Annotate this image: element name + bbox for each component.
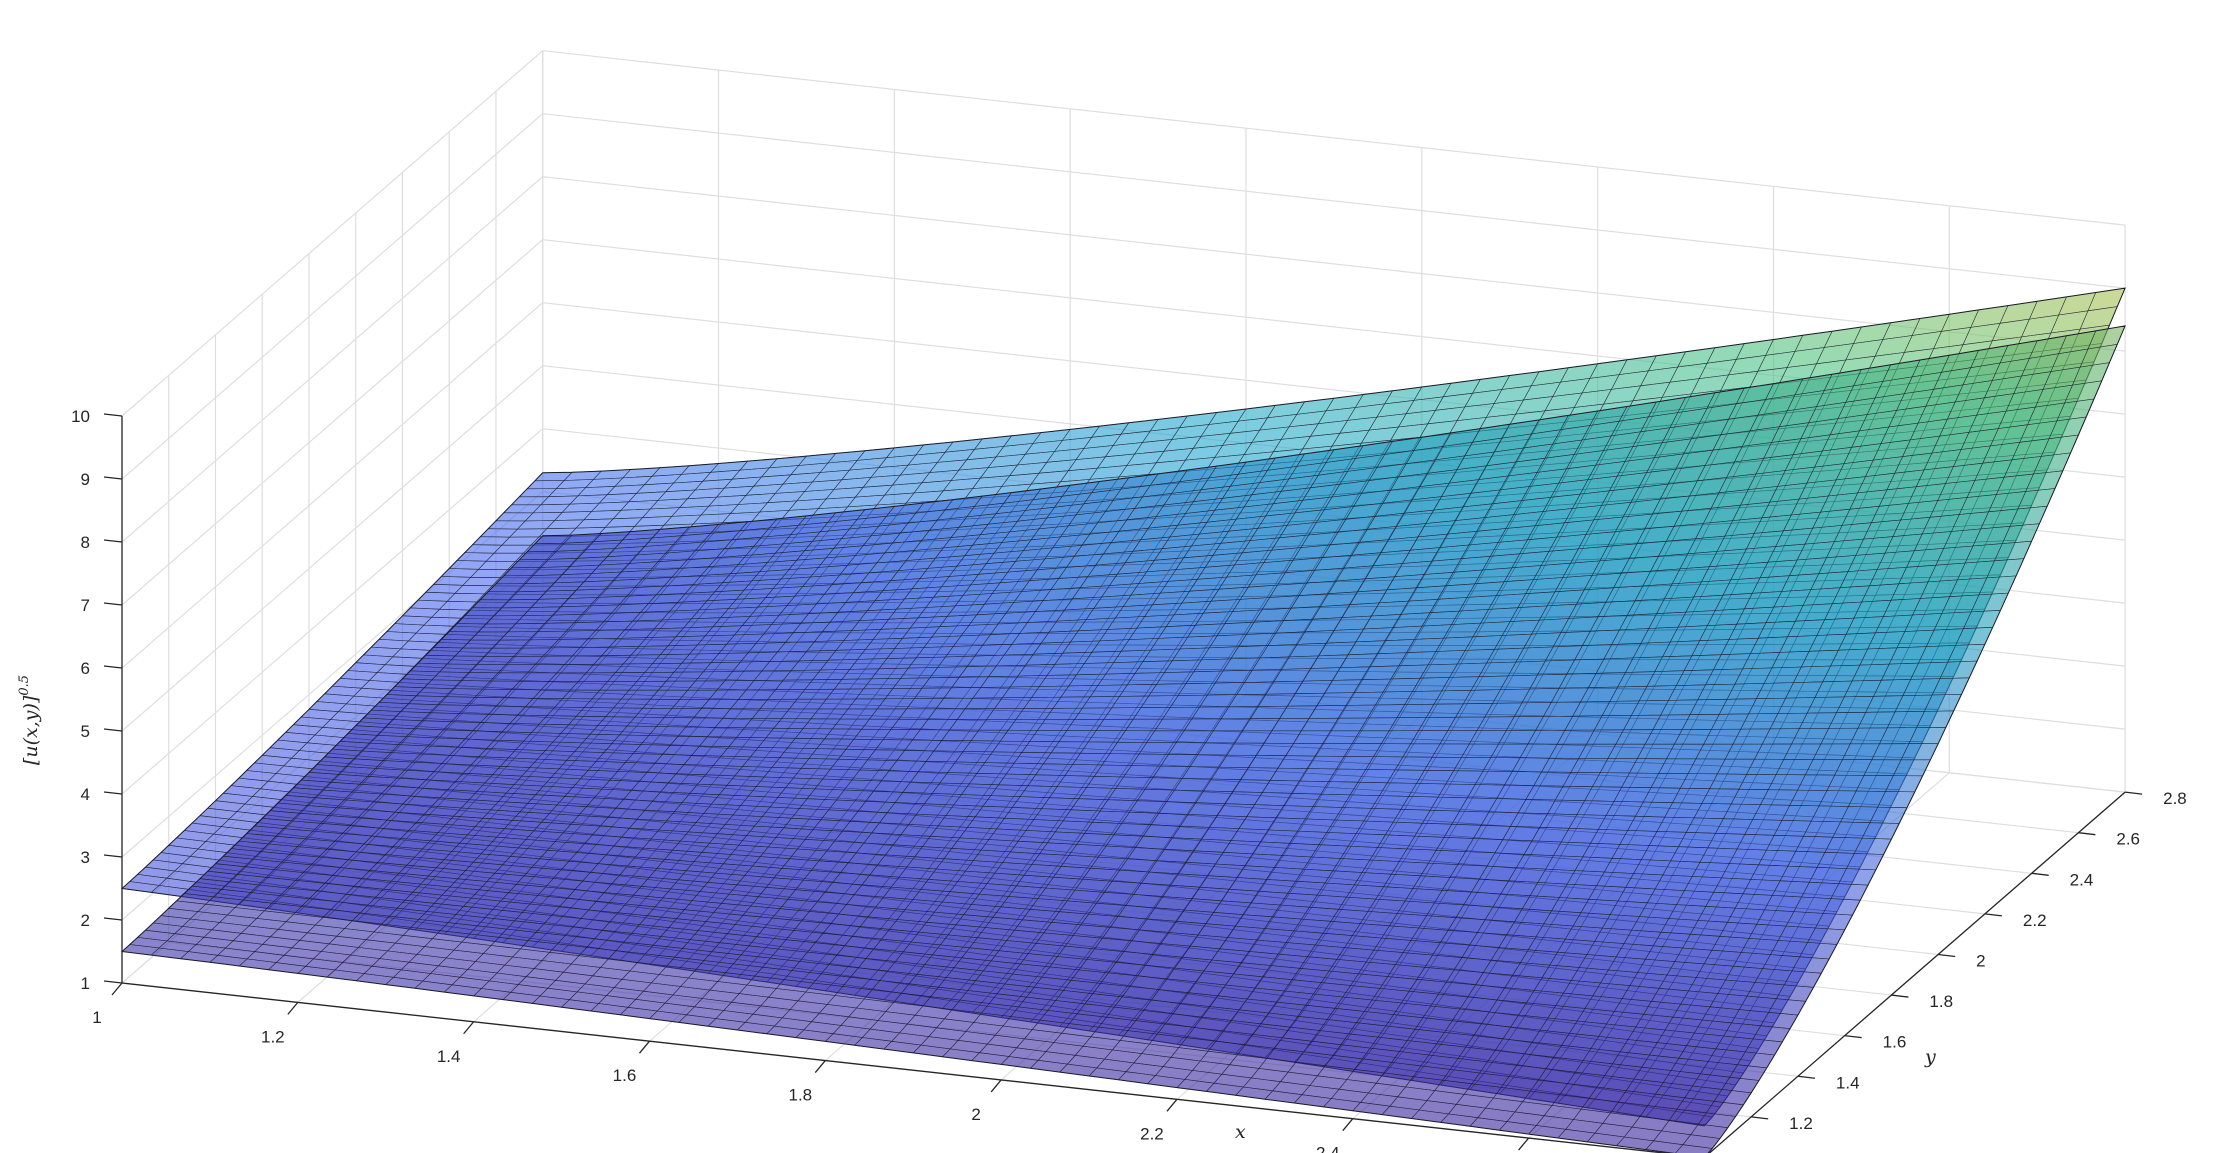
grid-line bbox=[121, 239, 544, 606]
grid-line bbox=[121, 176, 544, 543]
grid-line bbox=[121, 50, 544, 417]
grid-line bbox=[542, 176, 2126, 352]
grid-line bbox=[121, 302, 544, 669]
grid-line bbox=[542, 50, 2126, 226]
surface-patch bbox=[2087, 287, 2126, 312]
surfaces bbox=[120, 287, 2126, 1153]
grid-line bbox=[542, 113, 2126, 289]
grid-line bbox=[121, 365, 544, 732]
surface-2 bbox=[120, 325, 2126, 1153]
grid-line bbox=[121, 428, 544, 795]
grid-line bbox=[121, 113, 544, 480]
